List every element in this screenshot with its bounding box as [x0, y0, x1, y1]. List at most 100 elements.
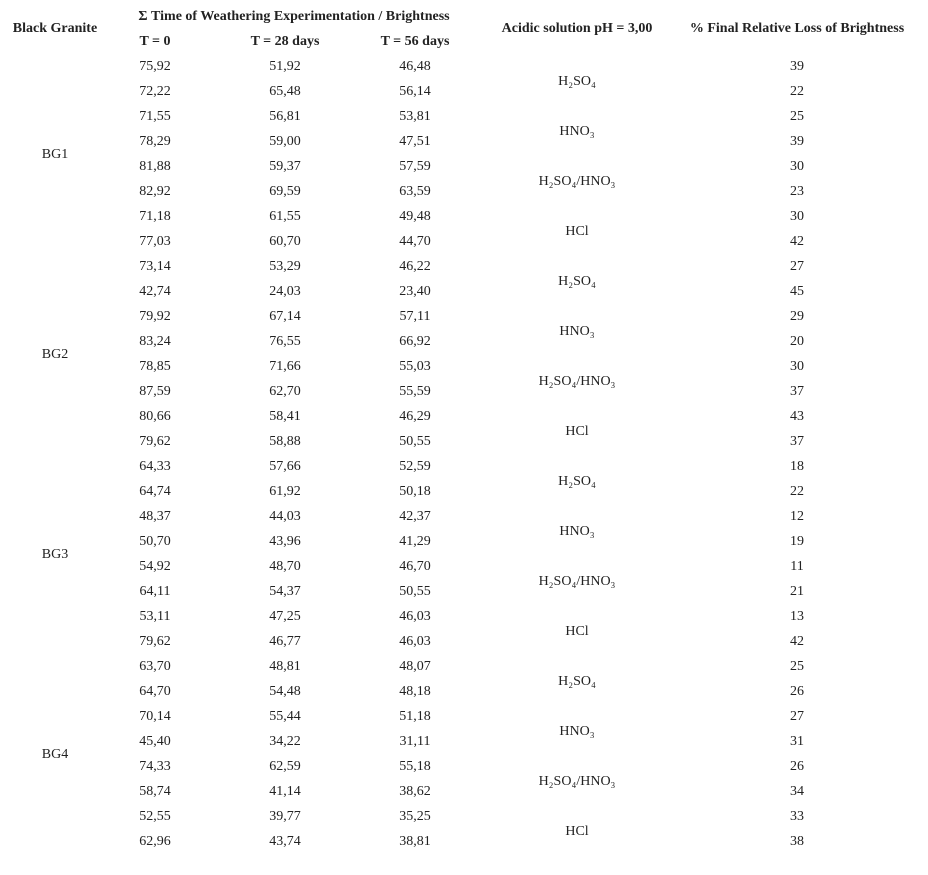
cell: 72,22 [139, 84, 171, 99]
cell: 26 [790, 759, 804, 774]
cell: 50,70 [139, 534, 171, 549]
cell: 23,40 [399, 284, 431, 299]
cell: 37 [790, 434, 804, 449]
cell: 48,81 [269, 659, 301, 674]
cell: 73,14 [139, 259, 171, 274]
cell: 45 [790, 284, 804, 299]
cell: 52,55 [139, 809, 171, 824]
cell: 71,18 [139, 209, 171, 224]
cell: 27 [790, 709, 804, 724]
cell: 31,11 [399, 734, 431, 749]
cell: 80,66 [139, 409, 171, 424]
cell: 49,48 [399, 209, 431, 224]
cell: 55,18 [399, 759, 431, 774]
cell: 50,55 [399, 584, 431, 599]
acid-label: H₂SO₄ [558, 273, 596, 289]
cell: 54,37 [269, 584, 301, 599]
cell: 39,77 [269, 809, 301, 824]
cell: 11 [790, 559, 804, 574]
cell: 62,70 [269, 384, 301, 399]
cell: 19 [790, 534, 804, 549]
cell: 65,48 [269, 84, 301, 99]
cell: 79,92 [139, 309, 171, 324]
cell: 57,11 [399, 309, 431, 324]
acid-label: H₂SO₄ [558, 673, 596, 689]
cell: 66,92 [399, 334, 431, 349]
acid-label: HNO₃ [559, 523, 595, 539]
cell: 34 [790, 784, 804, 799]
cell: 81,88 [139, 159, 171, 174]
cell: 69,59 [269, 184, 301, 199]
cell: 53,11 [139, 609, 171, 624]
header-cell: Black Granite [12, 21, 98, 36]
cell: 51,18 [399, 709, 431, 724]
cell: 48,37 [139, 509, 171, 524]
cell: 57,66 [269, 459, 301, 474]
cell: 75,92 [139, 59, 171, 74]
cell: 74,33 [139, 759, 171, 774]
cell: 42 [790, 234, 804, 249]
cell: 46,70 [399, 559, 431, 574]
cell: 45,40 [139, 734, 171, 749]
cell: 24,03 [269, 284, 301, 299]
cell: 43 [790, 409, 804, 424]
cell: 27 [790, 259, 804, 274]
acid-label: HCl [565, 223, 589, 239]
cell: 41,29 [399, 534, 431, 549]
cell: 64,33 [139, 459, 171, 474]
acid-label: HCl [565, 423, 589, 439]
cell: 13 [790, 609, 804, 624]
granite-label: BG3 [41, 546, 69, 562]
cell: 58,74 [139, 784, 171, 799]
acid-label: H₂SO₄ [558, 473, 596, 489]
cell: 78,29 [139, 134, 171, 149]
cell: 71,66 [269, 359, 301, 374]
cell: 50,18 [399, 484, 431, 499]
cell: 54,92 [139, 559, 171, 574]
cell: 21 [790, 584, 804, 599]
header-cell: T = 56 days [380, 34, 450, 49]
acid-label: HNO₃ [559, 323, 595, 339]
cell: 61,55 [269, 209, 301, 224]
cell: 39 [790, 59, 804, 74]
cell: 43,96 [269, 534, 301, 549]
cell: 22 [790, 84, 804, 99]
acid-label: HCl [565, 623, 589, 639]
cell: 87,59 [139, 384, 171, 399]
cell: 42,37 [399, 509, 431, 524]
header-cell: T = 28 days [250, 34, 320, 49]
cell: 52,59 [399, 459, 431, 474]
cell: 51,92 [269, 59, 301, 74]
header-cell: Acidic solution pH = 3,00 [501, 21, 653, 36]
cell: 12 [790, 509, 804, 524]
acid-label: HCl [565, 823, 589, 839]
cell: 55,44 [269, 709, 301, 724]
cell: 46,03 [399, 634, 431, 649]
cell: 37 [790, 384, 804, 399]
cell: 71,55 [139, 109, 171, 124]
acid-label: H₂SO₄/HNO₃ [538, 573, 616, 589]
cell: 33 [790, 809, 804, 824]
cell: 48,18 [399, 684, 431, 699]
acid-label: HNO₃ [559, 723, 595, 739]
cell: 43,74 [269, 834, 301, 849]
cell: 77,03 [139, 234, 171, 249]
cell: 38,81 [399, 834, 431, 849]
cell: 46,03 [399, 609, 431, 624]
cell: 76,55 [269, 334, 301, 349]
cell: 18 [790, 459, 804, 474]
cell: 48,70 [269, 559, 301, 574]
cell: 39 [790, 134, 804, 149]
cell: 25 [790, 659, 804, 674]
cell: 46,22 [399, 259, 431, 274]
cell: 55,03 [399, 359, 431, 374]
cell: 50,55 [399, 434, 431, 449]
cell: 42,74 [139, 284, 171, 299]
cell: 58,88 [269, 434, 301, 449]
cell: 64,74 [139, 484, 171, 499]
cell: 53,29 [269, 259, 301, 274]
cell: 79,62 [139, 634, 171, 649]
cell: 20 [790, 334, 804, 349]
cell: 42 [790, 634, 804, 649]
cell: 30 [790, 159, 804, 174]
